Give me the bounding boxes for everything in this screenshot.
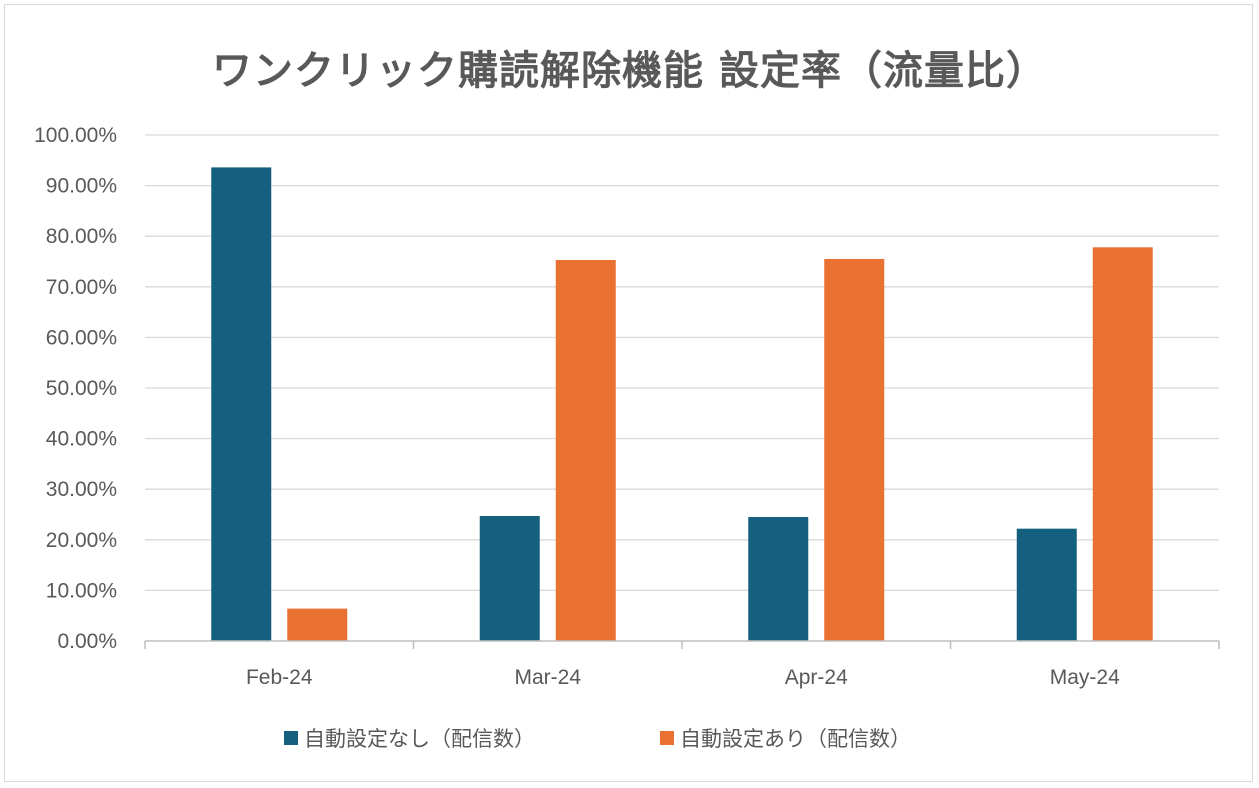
x-axis bbox=[144, 640, 1220, 649]
x-tick-label: Feb-24 bbox=[246, 666, 313, 689]
y-tick-label: 100.00% bbox=[34, 124, 117, 147]
bar bbox=[1092, 247, 1153, 641]
y-tick-label: 20.00% bbox=[46, 529, 117, 552]
bar bbox=[748, 517, 809, 641]
bar bbox=[479, 516, 540, 641]
bar bbox=[211, 167, 272, 641]
y-tick-label: 10.00% bbox=[46, 579, 117, 602]
y-tick-label: 0.00% bbox=[57, 630, 117, 653]
x-tick-label: Mar-24 bbox=[514, 666, 581, 689]
legend-swatch bbox=[660, 731, 674, 745]
y-tick-label: 30.00% bbox=[46, 478, 117, 501]
bar bbox=[824, 258, 885, 641]
gridlines bbox=[145, 134, 1219, 592]
chart-title: ワンクリック購読解除機能 設定率（流量比） bbox=[212, 48, 1047, 94]
x-axis-labels: Feb-24 Mar-24 Apr-24 May-24 bbox=[246, 666, 1120, 689]
y-tick-label: 90.00% bbox=[46, 175, 117, 198]
legend: 自動設定なし（配信数） 自動設定あり（配信数） bbox=[284, 727, 911, 751]
legend-label: 自動設定なし（配信数） bbox=[304, 727, 535, 751]
y-tick-label: 70.00% bbox=[46, 276, 117, 299]
y-axis-ticks: 0.00% 10.00% 20.00% 30.00% 40.00% 50.00% 60.00… bbox=[34, 124, 117, 653]
x-tick-label: May-24 bbox=[1050, 666, 1120, 689]
legend-swatch bbox=[284, 731, 298, 745]
legend-label: 自動設定あり（配信数） bbox=[680, 727, 911, 751]
y-tick-label: 60.00% bbox=[46, 326, 117, 349]
y-tick-label: 80.00% bbox=[46, 225, 117, 248]
bar bbox=[1016, 528, 1077, 641]
bars bbox=[211, 167, 1153, 641]
x-tick-label: Apr-24 bbox=[785, 666, 848, 689]
y-tick-label: 40.00% bbox=[46, 428, 117, 451]
bar bbox=[287, 608, 348, 641]
y-tick-label: 50.00% bbox=[46, 377, 117, 400]
bar bbox=[555, 259, 616, 641]
